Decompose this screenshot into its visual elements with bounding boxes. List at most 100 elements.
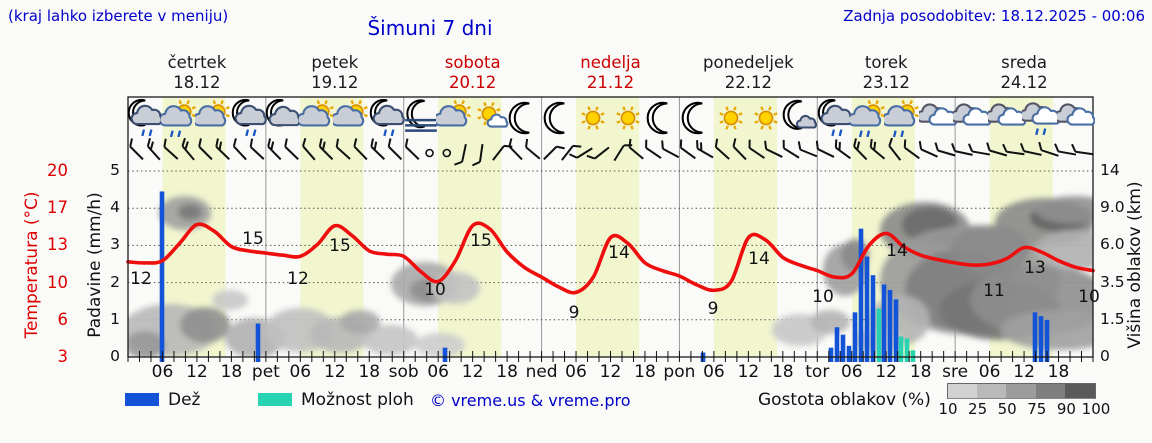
- wind-barb-icon: [492, 144, 513, 161]
- menu-hint-text: (kraj lahko izberete v meniju): [8, 7, 229, 25]
- x-hour-label: 06: [289, 362, 312, 382]
- x-hour-label: 18: [220, 362, 243, 382]
- wind-barb-icon: [1002, 143, 1025, 156]
- cloud-cover-swatch: [1006, 383, 1036, 399]
- weather-icon-slot: [1053, 99, 1096, 137]
- weather-icon-slot: [295, 99, 337, 137]
- rain-bar: [870, 275, 876, 362]
- day-header: četrtek 18.12: [128, 53, 266, 93]
- precip-tick: 1: [110, 309, 120, 328]
- cloud-height-tick: 6.0: [1100, 235, 1125, 254]
- rain-bar: [159, 191, 165, 362]
- wind-barb-icon: [215, 138, 230, 160]
- cloud-cover-tick: 90: [1056, 400, 1076, 418]
- day-name: ponedeljek: [703, 53, 794, 72]
- temp-value-label: 13: [1024, 258, 1046, 278]
- x-hour-label: 12: [323, 362, 346, 382]
- weather-icon-slot: [747, 99, 785, 137]
- page-title: Šimuni 7 dni: [367, 16, 493, 40]
- wind-barb-icon: [284, 138, 299, 160]
- weather-icon-slot: [816, 98, 854, 137]
- rain-bar: [255, 323, 261, 362]
- weather-icon-slot: [574, 99, 612, 137]
- wind-barb-icon: [198, 138, 213, 161]
- wind-barb-icon: [129, 138, 144, 161]
- x-hour-label: 12: [1013, 362, 1035, 382]
- x-hour-label: 18: [358, 362, 381, 382]
- day-header: sobota 20.12: [404, 53, 542, 93]
- x-day-label: pon: [663, 362, 696, 382]
- x-hour-label: 18: [771, 362, 794, 382]
- cloud-cover-tick: 50: [997, 400, 1017, 418]
- weather-icon-sun: [616, 106, 640, 130]
- wind-barb-icon: [918, 140, 938, 158]
- weather-icon-clouds: [915, 103, 958, 126]
- rain-bar: [881, 284, 887, 362]
- day-date: 22.12: [724, 73, 772, 92]
- rain-bar: [864, 256, 870, 362]
- x-hour-label: 12: [737, 362, 760, 382]
- wind-barb-icon: [232, 138, 247, 161]
- day-header: sreda 24.12: [955, 53, 1093, 93]
- x-hour-label: 18: [1047, 362, 1070, 382]
- weather-icon-slot: [847, 99, 888, 138]
- weather-icon-moon-small-cloud: [782, 99, 818, 130]
- cloud-icon: [234, 104, 267, 126]
- temp-value-label: 15: [329, 236, 351, 256]
- rain-drops-icon: [858, 130, 871, 138]
- cloud-height-tick: 0: [1100, 347, 1110, 365]
- x-hour-label: 12: [186, 362, 208, 382]
- rain-drops-icon: [382, 129, 394, 137]
- wind-barb-icon: [764, 140, 783, 158]
- wind-barb-icon: [853, 138, 868, 161]
- x-hour-label: 18: [909, 362, 932, 382]
- shower-bar: [876, 308, 882, 362]
- weather-icon-slot: [330, 99, 371, 137]
- day-name: nedelja: [580, 53, 641, 72]
- weather-icon-slot: [433, 99, 474, 137]
- temp-value-label: 10: [424, 280, 446, 300]
- x-hour-label: 06: [151, 362, 174, 382]
- temp-value-label: 12: [287, 269, 309, 289]
- wind-barb-icon: [645, 139, 662, 159]
- wind-barb-icon: [1054, 143, 1077, 156]
- weather-icon-slot: [264, 98, 302, 137]
- temperature-curve: [126, 221, 1095, 295]
- showers-legend-swatch: [258, 393, 292, 406]
- wind-barb-icon: [561, 144, 582, 161]
- weather-icon-moon: [681, 101, 703, 135]
- rain-bar: [1038, 316, 1044, 362]
- rain-bar: [828, 347, 834, 362]
- wind-barb-icon: [661, 140, 680, 159]
- cloud-cover-tick: 10: [938, 400, 958, 418]
- day-name: torek: [864, 53, 908, 72]
- weather-icon-moon-cloud: [265, 98, 301, 127]
- wind-barb-icon: [472, 143, 484, 167]
- shower-bar: [904, 338, 910, 362]
- x-hour-label: 18: [634, 362, 656, 382]
- credit-link[interactable]: © vreme.us & vreme.pro: [430, 391, 631, 410]
- wind-barb-icon: [335, 138, 351, 160]
- wind-barb-icon: [834, 139, 851, 160]
- wind-barb-icon: [353, 138, 368, 161]
- wind-barb-icon: [163, 138, 179, 160]
- cloud-cover-swatch: [976, 383, 1007, 399]
- moon-icon: [646, 101, 668, 135]
- weather-icon-slot: [609, 99, 647, 137]
- weather-icon-slot: [915, 99, 958, 137]
- day-date: 21.12: [586, 73, 635, 92]
- weather-icon-slot: [158, 99, 199, 138]
- temp-tick: 10: [47, 272, 68, 292]
- day-name: sobota: [444, 53, 501, 72]
- moon-icon: [406, 99, 425, 129]
- precip-tick: 2: [110, 272, 120, 291]
- wind-barb-icon: [267, 138, 282, 161]
- temp-value-label: 14: [886, 241, 908, 261]
- day-date: 20.12: [449, 73, 497, 92]
- moon-icon: [543, 101, 565, 135]
- weather-icon-slot: [712, 99, 750, 137]
- x-day-label: pet: [251, 362, 280, 382]
- moon-icon: [681, 101, 703, 135]
- rain-bar: [1044, 319, 1050, 362]
- cloud-cover-tick: 75: [1027, 400, 1047, 418]
